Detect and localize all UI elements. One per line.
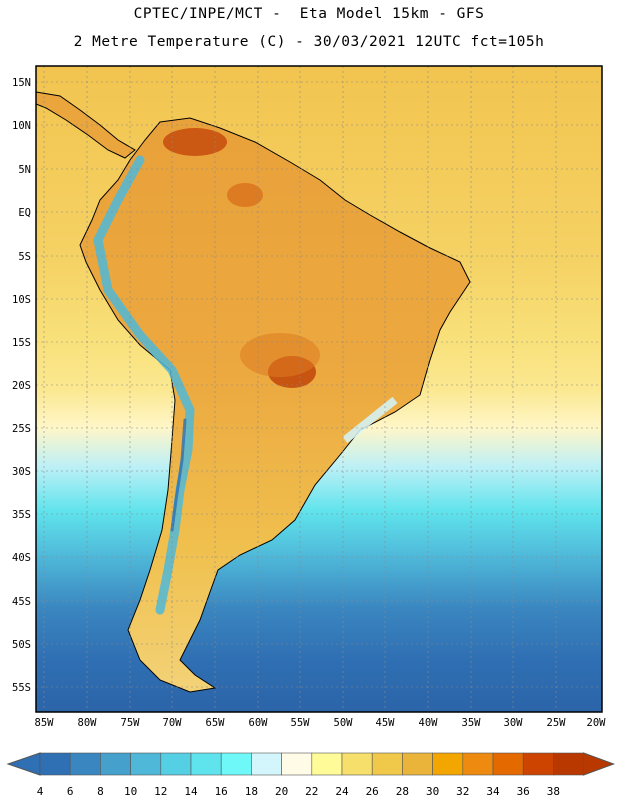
lon-label: 35W (462, 717, 482, 729)
lat-label: 5S (18, 251, 31, 263)
lat-label: 10N (12, 120, 31, 132)
graticule (36, 66, 602, 712)
colorbar-label: 20 (275, 785, 288, 798)
colorbar-label: 32 (456, 785, 469, 798)
colorbar-swatch (251, 752, 282, 776)
lon-label: 40W (419, 717, 439, 729)
colorbar-label: 12 (154, 785, 167, 798)
andes-cold-band (93, 155, 195, 615)
lat-label: 50S (12, 639, 31, 651)
colorbar-label: 4 (37, 785, 44, 798)
colorbar-swatch (341, 752, 373, 776)
lon-label: 30W (504, 717, 524, 729)
colorbar: 4 6 8 10 12 14 16 18 20 22 24 26 28 30 32 34 36 38 (6, 752, 616, 798)
central-america-landmass (36, 91, 136, 159)
lat-label: 15N (12, 77, 31, 89)
colorbar-swatch (553, 752, 584, 776)
temperature-map: 15N 10N 5N EQ 5S 10S 15S 20S 25S 30S 35S… (12, 65, 607, 729)
lon-label: 85W (35, 717, 55, 729)
colorbar-label: 28 (396, 785, 409, 798)
colorbar-label: 26 (366, 785, 379, 798)
lon-label: 45W (376, 717, 396, 729)
lat-label: 20S (12, 380, 31, 392)
colorbar-label: 16 (215, 785, 228, 798)
colorbar-swatch (100, 752, 131, 776)
lat-label: 25S (12, 423, 31, 435)
colorbar-swatch (281, 752, 313, 776)
lon-label: 50W (334, 717, 354, 729)
lat-label: EQ (18, 207, 31, 219)
colorbar-low-arrow (6, 752, 41, 776)
lon-label: 20W (587, 717, 607, 729)
lat-label: 45S (12, 596, 31, 608)
colorbar-swatch (462, 752, 494, 776)
andes-coldest-core (170, 418, 187, 532)
colorbar-swatch (130, 752, 162, 776)
colorbar-swatch (39, 752, 71, 776)
lon-label: 25W (547, 717, 567, 729)
lat-label: 35S (12, 509, 31, 521)
colorbar-label: 22 (305, 785, 318, 798)
colorbar-swatch (220, 752, 252, 776)
lat-label: 30S (12, 466, 31, 478)
colorbar-label: 6 (67, 785, 74, 798)
lon-label: 55W (291, 717, 311, 729)
colorbar-label: 24 (335, 785, 349, 798)
lon-label: 60W (249, 717, 269, 729)
south-america-landmass (79, 117, 471, 693)
colorbar-swatch (311, 752, 343, 776)
chart-title-line-1: CPTEC/INPE/MCT - Eta Model 15km - GFS (133, 6, 485, 22)
lat-label: 5N (18, 164, 31, 176)
lat-label: 55S (12, 682, 31, 694)
colorbar-label: 8 (97, 785, 104, 798)
lat-label: 40S (12, 552, 31, 564)
colorbar-swatch (402, 752, 433, 776)
colorbar-swatch (432, 752, 464, 776)
lon-label: 75W (121, 717, 141, 729)
warm-area-mato-grosso (240, 333, 320, 377)
lat-label: 15S (12, 337, 31, 349)
lat-label: 10S (12, 294, 31, 306)
colorbar-label: 38 (547, 785, 560, 798)
southeast-coast-cool (342, 396, 398, 444)
colorbar-label: 30 (426, 785, 439, 798)
colorbar-swatch (492, 752, 524, 776)
map-frame (35, 65, 603, 713)
colorbar-swatch (190, 752, 222, 776)
colorbar-label: 18 (245, 785, 258, 798)
colorbar-swatch (371, 752, 403, 776)
lon-label: 65W (206, 717, 226, 729)
colorbar-label: 10 (124, 785, 137, 798)
colorbar-swatch (69, 752, 101, 776)
colorbar-high-arrow (583, 752, 616, 776)
colorbar-label: 36 (517, 785, 530, 798)
colorbar-swatch (160, 752, 192, 776)
colorbar-swatch (522, 752, 554, 776)
lon-label: 70W (163, 717, 183, 729)
lon-label: 80W (78, 717, 98, 729)
hot-spot-venezuela (163, 128, 227, 156)
hot-spot-guiana (227, 183, 263, 207)
colorbar-label: 34 (486, 785, 500, 798)
colorbar-label: 14 (184, 785, 198, 798)
chart-title-line-2: 2 Metre Temperature (C) - 30/03/2021 12U… (73, 34, 545, 50)
